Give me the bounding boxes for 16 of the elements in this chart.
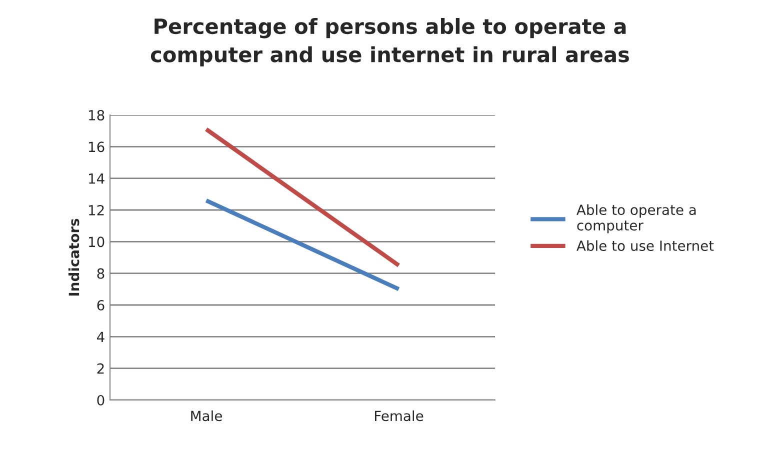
y-tick-label: 6 <box>97 300 104 310</box>
y-tick-label: 10 <box>88 236 104 248</box>
y-tick-label: 14 <box>88 173 104 184</box>
y-axis-title: Indicators <box>68 218 80 296</box>
legend-label: Able to use Internet <box>576 240 714 251</box>
y-tick-label: 4 <box>96 332 104 342</box>
x-tick-label: Male <box>191 410 222 422</box>
legend-label: Able to operate a computer <box>576 204 696 234</box>
y-tick-label: 2 <box>97 363 104 374</box>
y-tick-label: 12 <box>88 204 104 216</box>
y-tick-label: 16 <box>88 142 104 152</box>
y-tick-label: 0 <box>97 394 104 406</box>
chart-title: Percentage of persons able to operate a computer and use internet in rural areas <box>150 18 629 66</box>
y-tick-label: 8 <box>97 268 104 279</box>
x-tick-label: Female <box>375 410 424 422</box>
y-tick-label: 18 <box>88 110 104 120</box>
